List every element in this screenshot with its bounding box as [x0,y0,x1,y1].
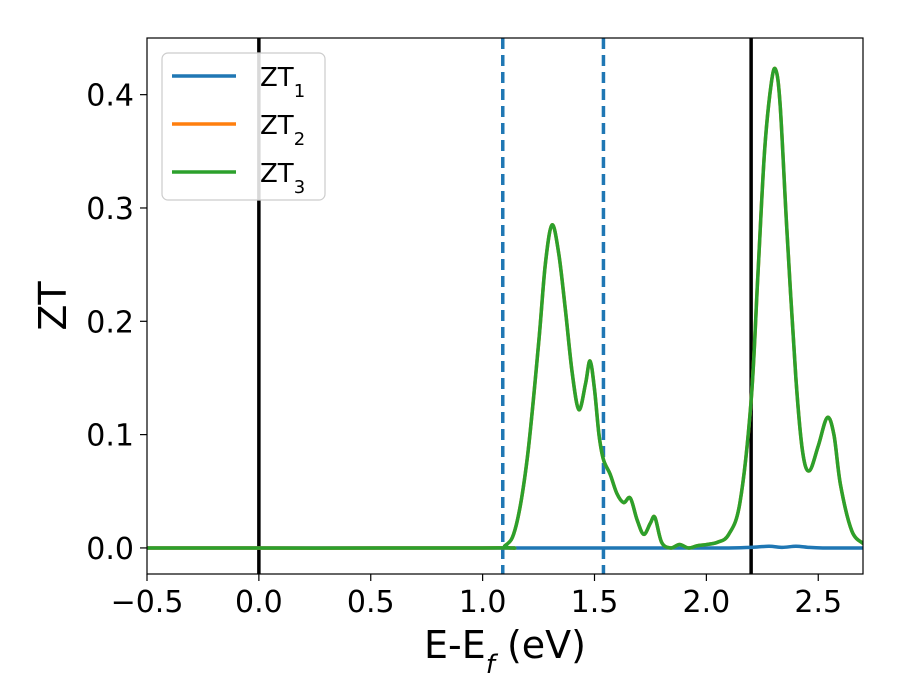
legend: ZT1 ZT2 ZT3 [161,52,326,201]
legend-label-zt2: ZT2 [260,111,305,150]
y-tick-label: 0.3 [86,192,134,227]
x-axis-label-unit: (eV) [495,623,586,667]
x-axis-label: E-Ef (eV) [424,623,586,680]
y-tick-label: 0.1 [86,419,134,454]
y-tick-label: 0.4 [86,79,134,114]
x-tick-label: 0.0 [235,585,283,620]
x-axis-label-main: E-E [424,623,486,667]
legend-label-zt3: ZT3 [260,159,305,198]
x-tick-label: 1.5 [571,585,619,620]
legend-box [161,52,326,201]
y-axis-label: ZT [31,281,75,331]
axes-frame [146,37,864,575]
y-tick-label: 0.0 [86,532,134,567]
series-lines [147,66,863,550]
y-tick-label: 0.2 [86,305,134,340]
x-tick-label: −0.5 [111,585,184,620]
series-line-zt3 [147,66,863,550]
x-tick-label: 2.5 [794,585,842,620]
x-tick-label: 1.0 [459,585,507,620]
x-tick-label: 0.5 [347,585,395,620]
x-axis-ticks: −0.5 0.0 0.5 1.0 1.5 2.0 2.5 [111,574,842,620]
x-tick-label: 2.0 [683,585,731,620]
legend-label-zt1: ZT1 [260,63,305,102]
y-axis-ticks: 0.0 0.1 0.2 0.3 0.4 [86,79,147,567]
vertical-lines [257,38,753,574]
